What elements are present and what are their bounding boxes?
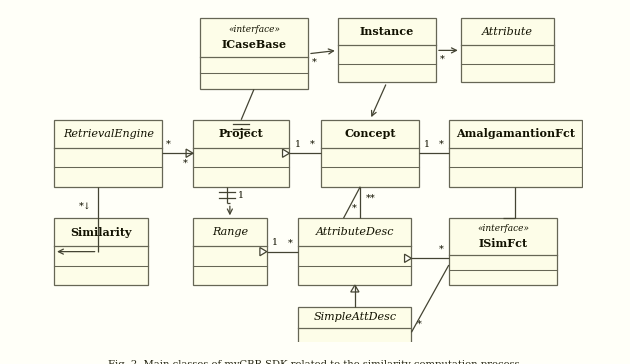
- Bar: [193, 218, 266, 285]
- Text: Concept: Concept: [345, 128, 396, 139]
- Text: 1: 1: [424, 140, 430, 149]
- Bar: [54, 218, 147, 285]
- Polygon shape: [186, 149, 193, 157]
- Text: RetrievalEngine: RetrievalEngine: [63, 129, 154, 139]
- Bar: [193, 120, 289, 187]
- Text: «interface»: «interface»: [477, 224, 529, 233]
- Text: «interface»: «interface»: [228, 25, 280, 34]
- Bar: [449, 218, 557, 285]
- Bar: [200, 19, 308, 89]
- Bar: [338, 19, 436, 82]
- Text: 1: 1: [238, 191, 244, 200]
- Text: Instance: Instance: [360, 26, 414, 37]
- Bar: [298, 307, 411, 358]
- Text: 1: 1: [295, 140, 301, 149]
- Polygon shape: [260, 248, 266, 256]
- Text: Similarity: Similarity: [70, 227, 132, 238]
- Text: *: *: [417, 320, 421, 329]
- Bar: [321, 120, 420, 187]
- Text: Range: Range: [212, 227, 248, 237]
- Text: *: *: [352, 204, 357, 213]
- Text: *: *: [166, 140, 171, 149]
- Text: ISimFct: ISimFct: [478, 238, 527, 249]
- Bar: [449, 120, 581, 187]
- Polygon shape: [282, 149, 289, 157]
- Text: *: *: [183, 159, 188, 167]
- Polygon shape: [351, 285, 359, 292]
- Text: AttributeDesc: AttributeDesc: [316, 227, 394, 237]
- Text: Fig. 2. Main classes of myCBR SDK related to the similarity computation process.: Fig. 2. Main classes of myCBR SDK relate…: [108, 360, 522, 364]
- Text: Attribute: Attribute: [482, 27, 533, 37]
- Bar: [461, 19, 554, 82]
- Text: *↓: *↓: [79, 202, 92, 211]
- Text: **: **: [366, 194, 376, 203]
- Text: *: *: [309, 140, 314, 149]
- Text: *: *: [288, 238, 293, 247]
- Text: *: *: [438, 245, 444, 254]
- Bar: [54, 120, 163, 187]
- Text: ICaseBase: ICaseBase: [222, 39, 287, 50]
- Text: *: *: [312, 58, 316, 67]
- Text: Project: Project: [219, 128, 263, 139]
- Text: AmalgamantionFct: AmalgamantionFct: [455, 128, 575, 139]
- Text: *: *: [440, 55, 444, 64]
- Text: SimpleAttDesc: SimpleAttDesc: [313, 312, 396, 323]
- Text: 1: 1: [272, 238, 278, 247]
- Polygon shape: [404, 254, 411, 262]
- Text: *: *: [438, 140, 444, 149]
- Bar: [298, 218, 411, 285]
